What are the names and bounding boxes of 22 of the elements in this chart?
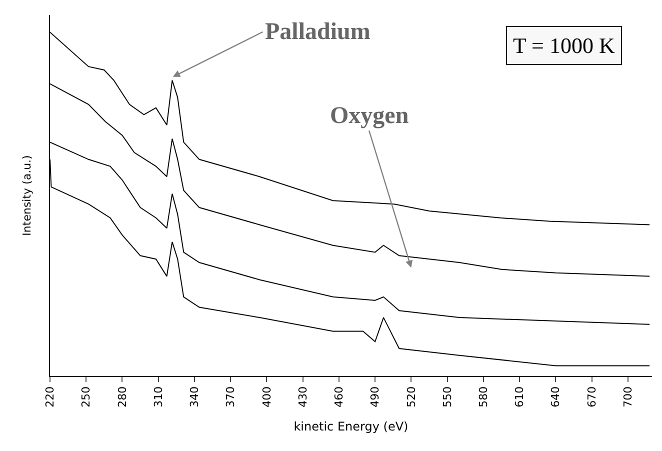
y-axis-title: Intensity (a.u.)	[20, 155, 34, 236]
x-tick-label: 400	[260, 386, 274, 408]
x-tick-label: 430	[296, 386, 310, 408]
x-axis-title: kinetic Energy (eV)	[294, 419, 408, 434]
x-tick-label: 340	[188, 386, 202, 408]
x-tick-label: 580	[477, 386, 490, 408]
x-tick-label: 610	[513, 386, 526, 408]
x-tick-label: 460	[332, 386, 346, 408]
x-tick-label: 700	[621, 386, 634, 408]
x-tick-label: 310	[152, 386, 165, 408]
annotation: Oxygen	[330, 103, 409, 129]
annotation: Palladium	[265, 19, 370, 45]
x-tick-label: 550	[440, 386, 454, 408]
x-tick-label: 640	[549, 386, 562, 408]
x-tick-label: 250	[80, 386, 93, 408]
x-tick-label: 490	[368, 386, 382, 408]
x-tick-label: 670	[585, 386, 598, 408]
x-tick-label: 280	[116, 386, 129, 408]
x-tick-label: 370	[224, 386, 238, 408]
x-tick-label: 220	[44, 386, 57, 408]
annotation: T = 1000 K	[513, 33, 615, 58]
x-tick-label: 520	[404, 386, 418, 408]
